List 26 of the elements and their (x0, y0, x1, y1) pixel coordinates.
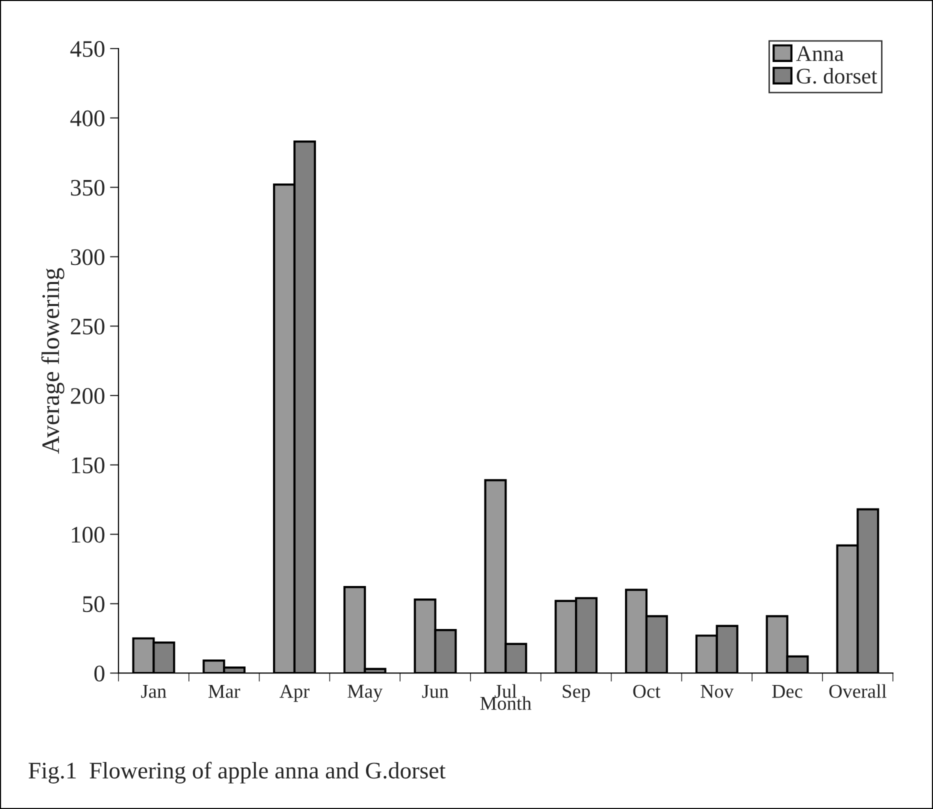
y-tick-label: 100 (72, 526, 104, 543)
x-tick-label: Apr (280, 684, 310, 702)
y-tick-label: 50 (83, 596, 104, 612)
y-tick-label: 300 (71, 249, 104, 266)
y-axis-title: Average flowering (41, 268, 64, 454)
y-tick-label: 350 (71, 180, 104, 196)
y-tick-label: 200 (70, 388, 104, 404)
x-tick-label: Oct (633, 684, 660, 698)
y-tick-label: 150 (72, 457, 104, 474)
y-tick-label: 250 (70, 318, 104, 335)
x-tick-label: Mar (208, 684, 240, 698)
y-tick-label: 0 (94, 666, 104, 682)
x-tick-label: Sep (562, 684, 590, 702)
legend-label: Anna (796, 46, 844, 62)
x-tick-label: Jan (141, 684, 166, 698)
x-tick-label: Jul (494, 684, 517, 698)
x-tick-label: Dec (772, 684, 802, 698)
x-tick-label: Overall (829, 684, 886, 698)
x-tick-label: Jun (422, 684, 448, 698)
x-tick-label: Nov (700, 684, 734, 698)
y-tick-label: 450 (70, 41, 104, 57)
x-axis-title: Month (480, 696, 532, 710)
y-tick-label: 400 (70, 110, 104, 126)
legend-label: G. dorset (796, 68, 878, 84)
x-tick-label: May (348, 684, 383, 702)
caption: Fig.1 Flowering of apple anna and G.dorset (28, 762, 446, 784)
